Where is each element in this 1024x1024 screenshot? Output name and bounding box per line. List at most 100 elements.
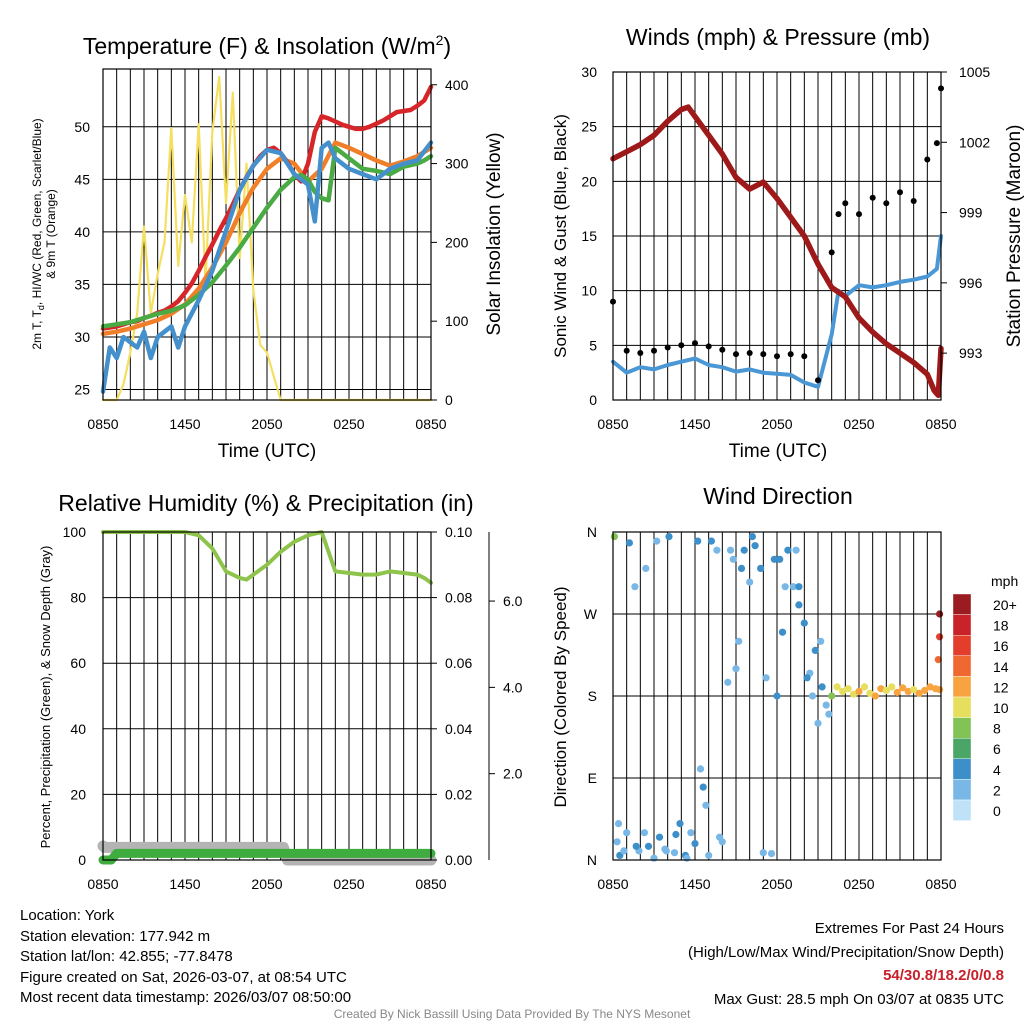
wind-direction-point <box>833 683 841 691</box>
wind-y-tick-label: 20 <box>581 173 597 189</box>
wind-direction-point <box>871 692 880 700</box>
temperature-x-tick-label: 0250 <box>333 416 364 432</box>
snow-depth-y-tick-label: 6.0 <box>503 593 523 609</box>
wind-direction-point <box>737 564 746 573</box>
precip-y-tick-label: 0.08 <box>445 590 472 606</box>
wind-direction-point <box>662 847 670 855</box>
legend-label: 14 <box>993 659 1009 675</box>
legend-color-swatch <box>952 696 972 718</box>
legend-label: 6 <box>993 741 1001 757</box>
wind-direction-point <box>800 619 808 627</box>
insolation-y-tick-label: 100 <box>445 313 469 329</box>
legend-label: 12 <box>993 679 1009 695</box>
humidity-y-tick-label: 0 <box>78 852 86 868</box>
wind-direction-point <box>795 583 803 591</box>
temperature-x-tick-label: 1450 <box>169 416 200 432</box>
humidity-precip-panel: 0850 1450 2050 0250 08500204060801000.000.02… <box>38 490 523 892</box>
wind-direction-point <box>893 688 901 697</box>
wind-direction-point <box>631 583 639 591</box>
wind-direction-point <box>844 685 852 693</box>
wind-direction-point <box>642 564 650 573</box>
wind-direction-point <box>855 687 863 696</box>
wind-direction-point <box>757 564 765 573</box>
precip-y-tick-label: 0.06 <box>445 655 472 671</box>
precip-y-tick-label: 0.10 <box>445 524 472 540</box>
wind-direction-point <box>665 533 673 541</box>
humidity-y-tick-label: 80 <box>70 590 86 606</box>
wind-direction-point <box>936 686 944 694</box>
humidity-x-tick-label: 0850 <box>415 876 446 892</box>
temperature-chart-title: Temperature (F) & Insolation (W/m2) <box>83 32 451 59</box>
wind-direction-point <box>707 537 716 545</box>
wind-direction-point <box>828 692 836 700</box>
wind-direction-point <box>644 842 653 850</box>
wind-gust-point <box>856 211 862 218</box>
wind-gust-point <box>719 346 726 353</box>
wind-gust-point <box>828 249 835 256</box>
precip-y-tick-label: 0.00 <box>445 852 472 868</box>
wind-x-tick-label: 2050 <box>761 416 792 432</box>
wind-direction-point <box>759 849 767 857</box>
legend-label: 4 <box>993 762 1001 778</box>
wind-direction-point <box>672 830 680 839</box>
wind-direction-point <box>735 637 743 645</box>
wind-y-axis-label: Sonic Wind & Gust (Blue, Black) <box>551 114 570 358</box>
direction-y-tick-label: S <box>588 688 597 704</box>
wind-gust-point <box>869 194 876 201</box>
most-recent-timestamp: Most recent data timestamp: 2026/03/07 0… <box>20 989 352 1006</box>
precip-y-tick-label: 0.04 <box>445 721 472 737</box>
wind-gust-point <box>678 342 685 349</box>
insolation-y-tick-label: 200 <box>445 234 469 250</box>
wind-direction-point <box>839 687 847 696</box>
wind-plot-frame <box>612 71 942 401</box>
legend-color-swatch <box>952 799 972 821</box>
snow-depth-y-tick-label: 4.0 <box>503 679 523 695</box>
wind-direction-point <box>623 829 631 837</box>
direction-y-tick-label: W <box>584 606 598 622</box>
legend-color-swatch <box>952 593 972 615</box>
temperature-x-tick-label: 2050 <box>251 416 282 432</box>
wind-gust-point <box>664 344 671 351</box>
pressure-y-axis-label: Station Pressure (Maroon) <box>1004 125 1024 348</box>
wind-direction-point <box>740 546 748 554</box>
wind-direction-point <box>762 674 770 682</box>
wind-gust-point <box>746 350 753 356</box>
insolation-y-axis-label: Solar Insolation (Yellow) <box>484 132 505 335</box>
humidity-plot-frame <box>102 531 432 861</box>
wind-direction-point <box>676 820 684 828</box>
wind-direction-point <box>915 689 923 697</box>
direction-y-tick-label: E <box>588 770 597 786</box>
wind-direction-point <box>748 533 757 541</box>
wind-direction-point <box>778 628 787 636</box>
wind-direction-point <box>729 555 737 563</box>
wind-direction-point <box>613 838 621 846</box>
wind-x-tick-label: 0850 <box>925 416 956 432</box>
wind-direction-point <box>808 692 817 700</box>
wind-direction-point <box>655 833 664 841</box>
temperature-plot-frame <box>102 68 432 401</box>
wind-gust-point <box>774 353 780 360</box>
insolation-y-tick-label: 0 <box>445 392 453 408</box>
wind-x-axis-label: Time (UTC) <box>729 441 828 462</box>
direction-x-tick-label: 1450 <box>679 876 710 892</box>
wind-direction-point <box>716 833 724 841</box>
legend-label: 20+ <box>993 597 1017 613</box>
pressure-y-tick-label: 1002 <box>959 134 990 150</box>
humidity-y-tick-label: 60 <box>70 655 86 671</box>
legend-title: mph <box>991 573 1018 589</box>
speed-colorbar-legend: mph 20+ 18 16 14 12 10 8 6 4 2 0 <box>952 573 1018 821</box>
wind-direction-point <box>770 555 778 563</box>
extremes-info: Extremes For Past 24 Hours (High/Low/Max… <box>688 917 1004 1011</box>
wind-y-tick-label: 5 <box>589 337 597 353</box>
wind-y-tick-label: 15 <box>581 228 597 244</box>
legend-color-swatch <box>952 738 972 760</box>
wind-direction-point <box>670 849 679 857</box>
wind-gust-point <box>933 140 940 147</box>
wind-direction-point <box>910 686 918 694</box>
wind-direction-point <box>789 583 798 591</box>
wind-direction-point <box>713 546 721 554</box>
temperature-panel: 0850 1450 2050 0250 0850 25 30 35 40 45 50 0 100 200 3… <box>30 32 505 462</box>
legend-color-swatch <box>952 717 972 739</box>
legend-label: 16 <box>993 638 1009 654</box>
